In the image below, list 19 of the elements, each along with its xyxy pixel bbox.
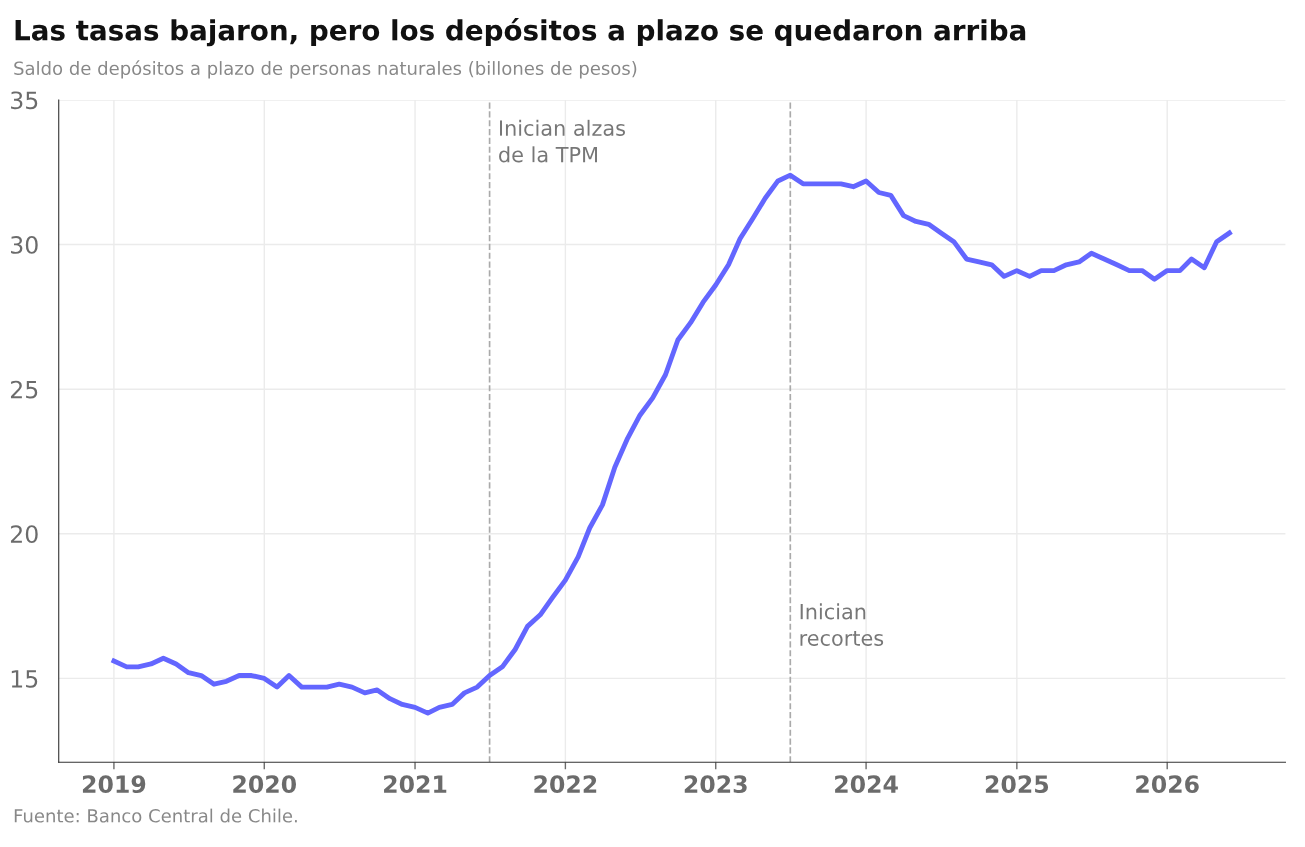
x-tick-label: 2019: [82, 775, 146, 794]
y-tick-label: 25: [10, 380, 38, 399]
x-tick-label: 2021: [384, 775, 447, 794]
x-tick-label: 2026: [1136, 775, 1199, 794]
y-tick-label: 20: [10, 525, 38, 544]
y-tick-label: 30: [11, 236, 38, 254]
x-tick-label: 2020: [233, 775, 296, 794]
line-series: [111, 172, 1232, 716]
x-tick-label: 2025: [985, 775, 1049, 794]
source-note: Fuente: Banco Central de Chile.: [14, 808, 297, 823]
chart-subtitle: Saldo de depósitos a plazo de personas naturales (billones de pesos): [14, 60, 637, 79]
chart-title: Las tasas bajaron, pero los depósitos a plazo se quedaron arriba: [15, 18, 1026, 47]
y-tick-label: 35: [11, 91, 38, 110]
ref-line-label: Inician alzas de la TPM: [499, 119, 625, 163]
x-tick-label: 2022: [534, 775, 597, 794]
x-tick-label: 2023: [684, 775, 747, 794]
x-tick-label: 2024: [835, 775, 898, 794]
y-tick-label: 15: [11, 670, 38, 688]
ref-line-label: Inician recortes: [800, 603, 884, 646]
